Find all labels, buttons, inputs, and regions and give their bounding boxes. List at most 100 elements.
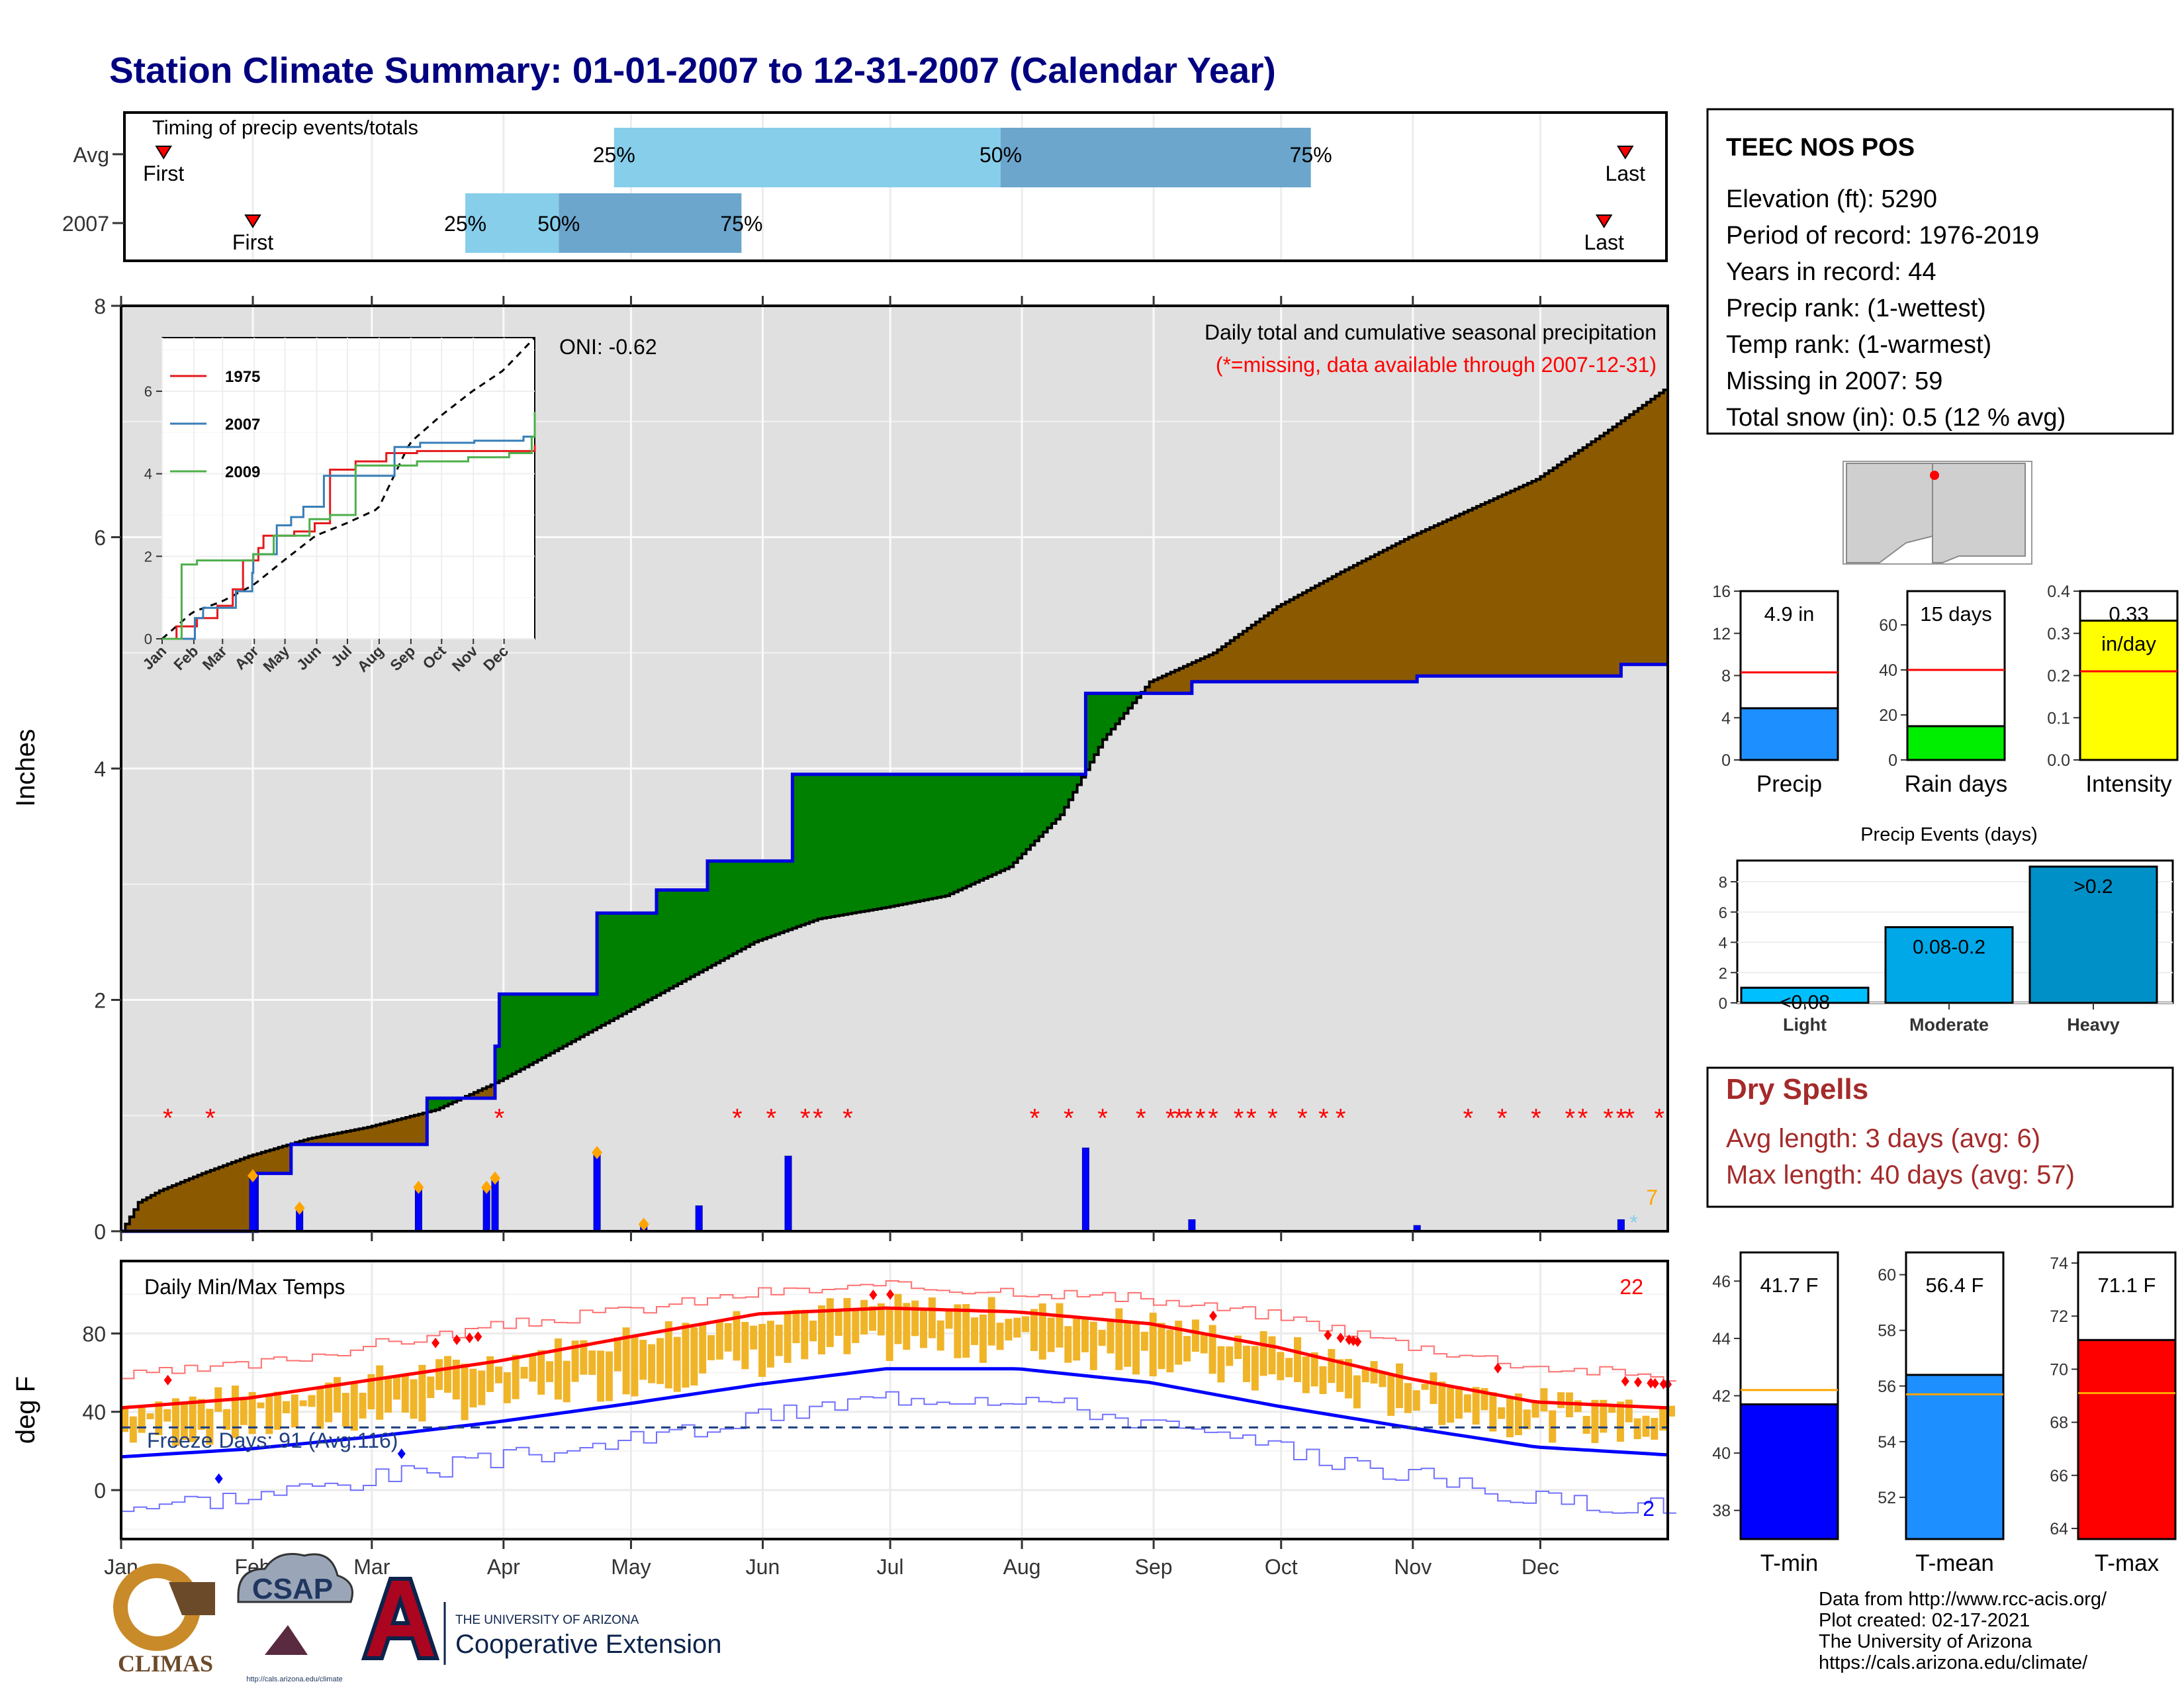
tmax-y-tick-label: 74 — [2050, 1254, 2068, 1273]
record-high-marker — [432, 1337, 440, 1348]
timing-row-label: 2007 — [62, 212, 109, 236]
tmean-chart: 52 54 56 58 60 56.4 F T-mean — [1878, 1251, 2005, 1576]
daily-temp-bar — [588, 1350, 596, 1375]
station-line-6: Total snow (in): 0.5 (12 % avg) — [1726, 404, 2066, 432]
tmin-y-tick-label: 40 — [1712, 1444, 1731, 1463]
daily-temp-bar — [1480, 1387, 1488, 1411]
events-x-label: Heavy — [2067, 1015, 2120, 1035]
daily-temp-bar — [265, 1395, 273, 1434]
timing-p75-label: 75% — [720, 212, 762, 236]
daily-temp-bar — [350, 1383, 358, 1431]
month-label: Nov — [1394, 1555, 1432, 1579]
daily-temp-bar — [1591, 1399, 1599, 1443]
daily-temp-bar — [673, 1336, 681, 1392]
daily-temp-bar — [1064, 1326, 1072, 1363]
footer-line-3: https://cals.arizona.edu/climate/ — [1819, 1652, 2088, 1673]
daily-temp-bar — [410, 1379, 418, 1419]
station-line-5: Missing in 2007: 59 — [1726, 367, 1942, 395]
daily-temp-bar — [868, 1306, 876, 1331]
month-label: Aug — [1003, 1555, 1041, 1579]
daily-temp-bar — [129, 1416, 137, 1443]
intensity-y-tick-label: 0.2 — [2047, 667, 2070, 686]
temp-content — [120, 1280, 1676, 1514]
precip-y-tick-label: 6 — [94, 526, 106, 550]
events-x-label: Light — [1783, 1015, 1827, 1035]
daily-temp-bar — [1361, 1369, 1369, 1383]
daily-temp-bar — [1132, 1323, 1140, 1375]
missing-marker: * — [1531, 1103, 1541, 1133]
tmin-y-tick-label: 42 — [1712, 1387, 1731, 1406]
events-y-tick-label: 8 — [1719, 874, 1727, 892]
record-high-marker — [465, 1333, 474, 1344]
daily-temp-bar — [180, 1401, 188, 1440]
daily-temp-bar — [1430, 1372, 1437, 1404]
daily-temp-bar — [597, 1350, 605, 1402]
daily-temp-bar — [911, 1300, 919, 1336]
daily-temp-bar — [809, 1320, 817, 1342]
record-high-marker — [453, 1334, 461, 1345]
daily-temp-bar — [1506, 1396, 1514, 1438]
missing-marker: * — [800, 1103, 811, 1133]
station-frame — [1706, 108, 2174, 435]
missing-marker: * — [1064, 1103, 1074, 1133]
ua-big-text: Cooperative Extension — [455, 1630, 721, 1659]
daily-temp-bar — [1149, 1313, 1157, 1377]
month-label: Sep — [1135, 1555, 1173, 1579]
daily-temp-bar — [291, 1394, 298, 1428]
daily-temp-bar — [401, 1375, 409, 1413]
missing-data-markers: * * * * * * * * * * * * *** * * * * * * * * * * * * * * ** * — [163, 1103, 1664, 1133]
tmin-y-tick-label: 38 — [1712, 1502, 1731, 1521]
daily-temp-bar — [1158, 1323, 1165, 1370]
dry-spells-avg: Avg length: 3 days (avg: 6) — [1726, 1124, 2040, 1153]
intensity-value-label: 0.33 — [2109, 602, 2148, 626]
csap-mountain-icon — [265, 1625, 308, 1655]
daily-temp-bar — [1047, 1317, 1055, 1352]
daily-temp-bar — [971, 1317, 979, 1345]
daily-temp-bar — [367, 1374, 375, 1410]
daily-temp-bar — [826, 1298, 834, 1347]
daily-temp-bar — [1336, 1359, 1344, 1392]
daily-temp-bar — [1642, 1415, 1650, 1437]
daily-temp-bar — [1600, 1399, 1608, 1433]
precip-corner-value: 7 — [1646, 1186, 1658, 1209]
daily-temp-bars — [121, 1293, 1675, 1446]
daily-temp-bar — [512, 1354, 520, 1399]
missing-marker: * — [494, 1103, 505, 1133]
daily-temp-bar — [121, 1407, 128, 1432]
page-title: Station Climate Summary: 01-01-2007 to 1… — [109, 50, 1276, 91]
inset-frame — [161, 337, 535, 639]
record-high-marker — [1494, 1362, 1502, 1374]
timing-last-marker — [1617, 146, 1634, 160]
station-lines: Elevation (ft): 5290 Period of record: 19… — [1726, 185, 2066, 432]
events-y-tick-label: 2 — [1719, 964, 1727, 982]
record-high-marker — [163, 1374, 172, 1385]
record-high-marker — [1209, 1310, 1218, 1321]
daily-temp-bar — [775, 1325, 783, 1356]
missing-marker: * — [1183, 1103, 1193, 1133]
missing-marker: * — [205, 1103, 216, 1133]
tmax-chart: 64 66 68 70 72 74 71.1 F T-max — [2050, 1251, 2177, 1576]
daily-temp-bar — [1472, 1387, 1480, 1425]
daily-temp-bar — [707, 1335, 715, 1360]
daily-temp-bar — [1531, 1401, 1539, 1418]
tmean-y-tick-label: 58 — [1878, 1322, 1896, 1340]
daily-temp-bar — [1022, 1316, 1030, 1333]
missing-marker: * — [1616, 1103, 1627, 1133]
inset-y-tick-label: 2 — [144, 548, 152, 565]
precip-y-tick-label: 4 — [1721, 709, 1731, 727]
inset-y-tick-label: 4 — [144, 466, 152, 483]
inset-legend-label: 2009 — [225, 463, 260, 481]
daily-precip-marker — [638, 1217, 649, 1231]
tmin-chart: 38 40 42 44 46 41.7 F T-min — [1712, 1251, 1839, 1576]
record-low-count: 2 — [1643, 1497, 1655, 1521]
daily-temp-bar — [452, 1360, 460, 1400]
timing-title: Timing of precip events/totals — [152, 116, 418, 139]
footer: CLIMAS CSAP http://cals.arizona.edu/clim… — [113, 1553, 2107, 1683]
record-high-marker — [1324, 1329, 1332, 1340]
daily-temp-bar — [1319, 1366, 1327, 1394]
precip-chart-title: Daily total and cumulative seasonal prec… — [1205, 320, 1657, 344]
climas-logo-shape — [169, 1582, 215, 1615]
